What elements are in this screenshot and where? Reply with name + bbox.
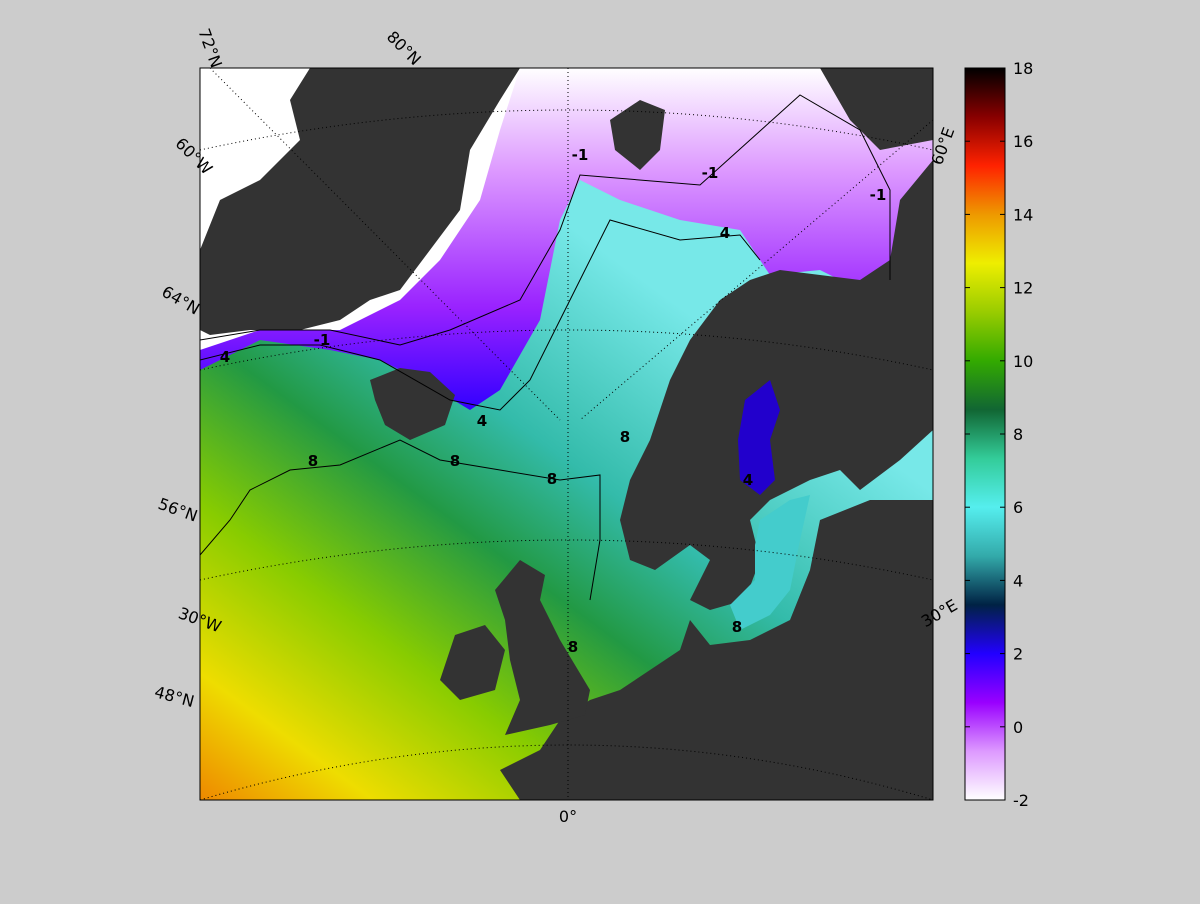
continental-europe <box>500 500 933 800</box>
map-frame <box>199 67 934 801</box>
contour-labels: -1 -1 -1 -1 4 4 4 4 8 8 8 8 8 8 <box>220 146 887 656</box>
greenland <box>200 68 520 335</box>
colorbar-tick-label: 14 <box>1013 205 1033 224</box>
colorbar: -2 0 2 4 6 8 10 12 14 16 18 <box>964 59 1033 810</box>
graticule-label: 64°N <box>159 282 203 319</box>
scandinavia-russia <box>620 160 933 610</box>
colorbar-tick-label: 4 <box>1013 571 1023 590</box>
colorbar-tick-label: 10 <box>1013 352 1033 371</box>
graticule-label: 48°N <box>152 682 196 711</box>
colorbar-tick-label: 8 <box>1013 425 1023 444</box>
map <box>200 68 933 800</box>
iceland <box>370 368 455 440</box>
colorbar-tick-label: 6 <box>1013 498 1023 517</box>
contour-label: -1 <box>572 146 589 164</box>
colorbar-tick-label: 0 <box>1013 718 1023 737</box>
contour-label: -1 <box>702 164 719 182</box>
graticule-label: 72°N <box>194 26 226 70</box>
ireland <box>440 625 505 700</box>
colorbar-tick-label: -2 <box>1013 791 1029 810</box>
colorbar-tick-label: 2 <box>1013 645 1023 664</box>
graticule-label: 0° <box>559 807 577 826</box>
contour-label: 8 <box>547 470 557 488</box>
contour-label: 4 <box>743 471 753 489</box>
contour-label: -1 <box>314 331 331 349</box>
great-britain <box>495 560 590 735</box>
contour-label: 4 <box>220 348 230 366</box>
contour-label: -1 <box>870 186 887 204</box>
baltic <box>730 495 810 630</box>
contour-label: 8 <box>450 452 460 470</box>
graticule-label: 56°N <box>156 494 200 526</box>
contour-label: 8 <box>568 638 578 656</box>
gulf-of-bothnia <box>738 380 780 495</box>
graticule <box>200 68 933 800</box>
colorbar-tick-label: 12 <box>1013 279 1033 298</box>
arctic-islands <box>610 68 933 170</box>
colorbar-scale <box>964 67 1006 801</box>
contours <box>200 94 891 601</box>
contour-label: 4 <box>720 224 730 242</box>
contour-label: 4 <box>477 412 487 430</box>
contour-label: 8 <box>732 618 742 636</box>
colorbar-tick-label: 18 <box>1013 59 1033 78</box>
colorbar-tick-label: 16 <box>1013 132 1033 151</box>
contour-label: 8 <box>308 452 318 470</box>
graticule-label: 80°N <box>383 27 425 69</box>
contour-label: 8 <box>620 428 630 446</box>
